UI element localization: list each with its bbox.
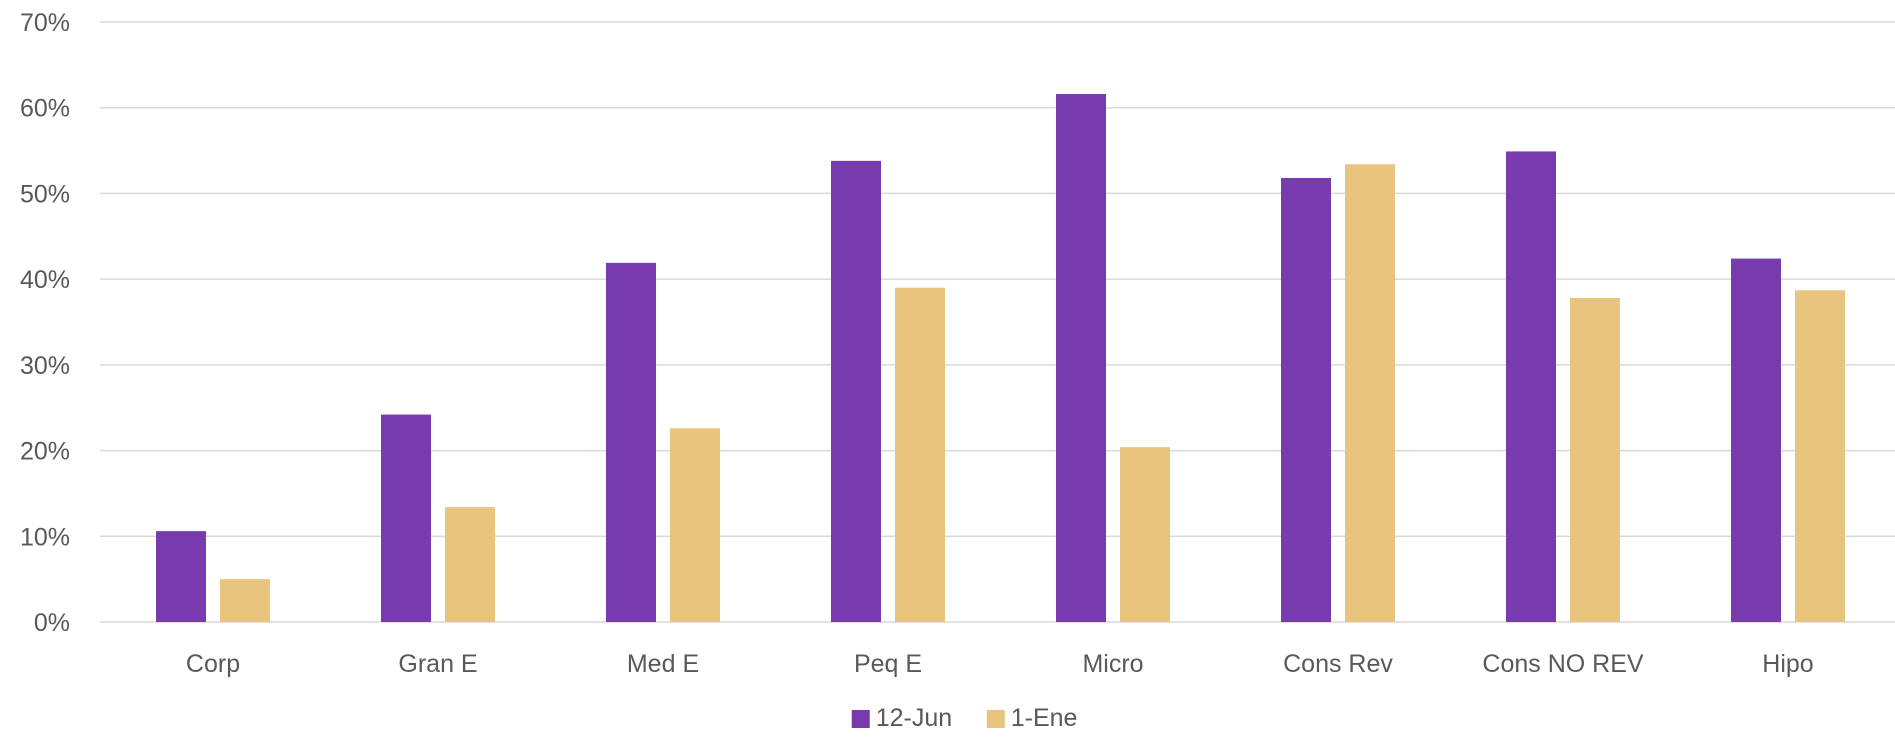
x-category-label: Peq E <box>854 650 922 678</box>
bar-series1 <box>606 262 656 622</box>
legend-label: 1-Ene <box>1011 704 1078 732</box>
y-axis-tick-labels: 0% 10% 20% 30% 40% 50% 60% 70% <box>20 9 70 637</box>
bar-series1 <box>1731 258 1781 622</box>
x-category-label: Med E <box>627 650 699 678</box>
bar-series2 <box>1795 290 1845 622</box>
bar-series2 <box>220 579 270 622</box>
bar-series1 <box>156 531 206 622</box>
legend: 12-Jun 1-Ene <box>851 704 1078 732</box>
y-tick-label: 70% <box>20 9 70 37</box>
bar-series2 <box>670 428 720 622</box>
y-tick-label: 40% <box>20 266 70 294</box>
bar-series1 <box>1281 178 1331 622</box>
x-category-label: Micro <box>1082 650 1143 678</box>
x-category-label: Gran E <box>398 650 477 678</box>
legend-swatch <box>986 710 1005 728</box>
legend-swatch <box>851 710 870 728</box>
y-tick-label: 60% <box>20 95 70 123</box>
bars <box>156 94 1845 623</box>
bar-series2 <box>1345 164 1395 623</box>
bar-series1 <box>831 160 881 622</box>
bar-series2 <box>1570 298 1620 622</box>
bar-series1 <box>1056 94 1106 622</box>
y-tick-label: 30% <box>20 352 70 380</box>
x-category-label: Cons NO REV <box>1482 650 1643 678</box>
x-category-label: Corp <box>186 650 240 678</box>
x-category-label: Hipo <box>1762 650 1813 678</box>
bar-series2 <box>895 287 945 622</box>
bar-series1 <box>1506 151 1556 622</box>
x-axis-category-labels: Corp Gran E Med E Peq E Micro Cons Rev Cons NO… <box>186 650 1814 678</box>
bar-series2 <box>445 507 495 622</box>
bar-series2 <box>1120 447 1170 622</box>
legend-label: 12-Jun <box>876 704 952 732</box>
x-category-label: Cons Rev <box>1283 650 1393 678</box>
y-tick-label: 10% <box>20 523 70 551</box>
y-tick-label: 50% <box>20 180 70 208</box>
y-tick-label: 0% <box>34 609 70 637</box>
y-tick-label: 20% <box>20 438 70 466</box>
bar-series1 <box>381 414 431 622</box>
gridlines <box>100 21 1895 623</box>
